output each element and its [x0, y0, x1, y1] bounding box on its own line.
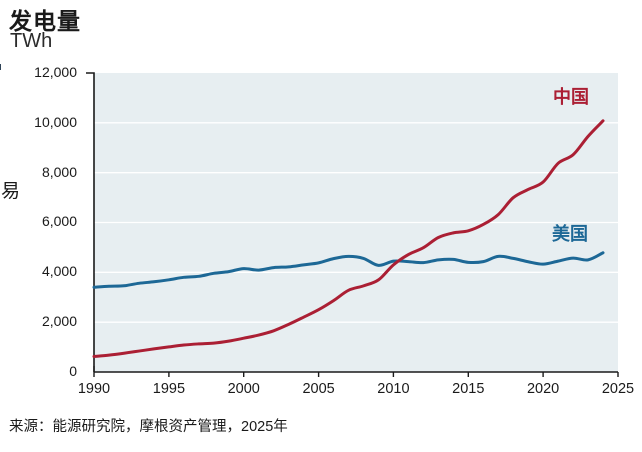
svg-text:0: 0: [69, 363, 77, 379]
svg-text:2025: 2025: [602, 381, 634, 397]
svg-text:1990: 1990: [78, 381, 110, 397]
svg-text:10,000: 10,000: [34, 114, 77, 130]
svg-text:4,000: 4,000: [42, 263, 77, 279]
svg-text:贸易: 贸易: [0, 180, 20, 202]
svg-text:2000: 2000: [228, 381, 260, 397]
svg-text:2015: 2015: [452, 381, 484, 397]
svg-text:1995: 1995: [153, 381, 185, 397]
svg-text:6,000: 6,000: [42, 213, 77, 229]
svg-text:2020: 2020: [527, 381, 559, 397]
svg-text:2005: 2005: [302, 381, 334, 397]
svg-text:8,000: 8,000: [42, 164, 77, 180]
svg-text:12,000: 12,000: [34, 64, 77, 80]
svg-text:2010: 2010: [377, 381, 409, 397]
svg-text:中国: 中国: [553, 86, 589, 107]
svg-text:美国: 美国: [552, 223, 588, 244]
svg-text:2,000: 2,000: [42, 313, 77, 329]
